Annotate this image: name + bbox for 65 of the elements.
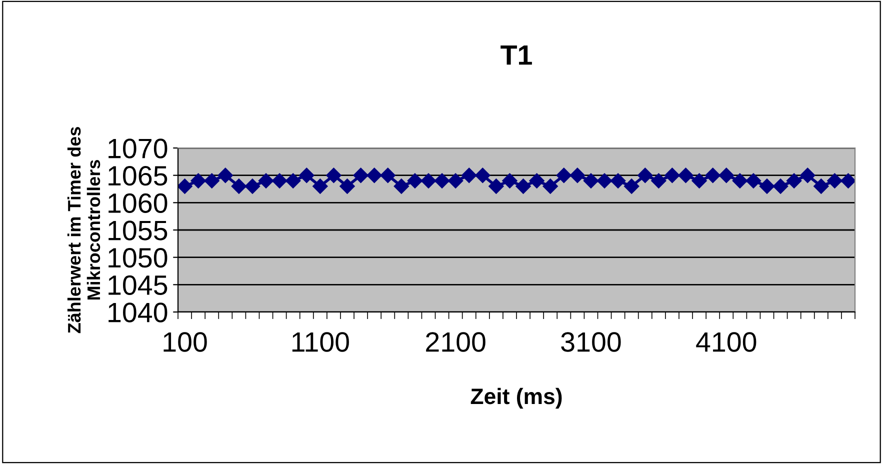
point xyxy=(678,168,694,183)
point xyxy=(272,173,288,188)
point xyxy=(286,173,301,188)
point xyxy=(800,168,816,183)
point xyxy=(420,173,436,188)
point xyxy=(814,178,829,194)
point xyxy=(448,173,464,188)
point xyxy=(299,168,314,183)
point xyxy=(664,168,680,183)
point xyxy=(651,173,666,188)
y-tick-label: 1045 xyxy=(108,275,168,296)
point xyxy=(434,173,450,188)
point xyxy=(692,173,707,188)
y-axis-title: Zählerwert im Timer des Mikrocontrollers xyxy=(67,127,100,334)
point xyxy=(462,168,477,183)
point xyxy=(732,173,748,188)
point xyxy=(326,168,342,183)
point xyxy=(746,173,762,188)
y-tick-label: 1055 xyxy=(108,220,168,240)
point xyxy=(638,168,653,183)
point xyxy=(190,173,206,188)
point xyxy=(204,173,220,188)
point xyxy=(827,173,842,188)
y-tick-label: 1060 xyxy=(108,193,168,214)
point xyxy=(705,168,720,183)
point xyxy=(258,173,274,188)
point xyxy=(596,173,612,188)
point xyxy=(624,178,640,194)
point xyxy=(475,168,490,183)
x-tick-label: 100 xyxy=(164,332,207,352)
point xyxy=(380,168,396,183)
point xyxy=(178,178,192,194)
x-axis-title: Zeit (ms) xyxy=(470,388,562,409)
x-tick-label: 4100 xyxy=(696,332,756,352)
chart-title: T1 xyxy=(500,46,532,65)
x-tick-label: 1100 xyxy=(292,332,349,352)
point xyxy=(786,173,802,188)
point xyxy=(502,173,518,188)
point xyxy=(218,168,233,183)
point xyxy=(556,168,572,183)
point xyxy=(488,178,504,194)
point xyxy=(394,178,409,194)
point xyxy=(718,168,734,183)
point xyxy=(583,173,599,188)
point xyxy=(570,168,585,183)
x-tick-label: 3100 xyxy=(561,332,621,352)
point xyxy=(529,173,544,188)
point xyxy=(759,178,775,194)
point xyxy=(312,178,328,194)
point xyxy=(610,173,626,188)
point xyxy=(772,178,788,194)
y-tick-label: 1065 xyxy=(108,166,168,186)
point xyxy=(231,178,246,194)
y-tick-label: 1040 xyxy=(108,302,168,322)
point xyxy=(366,168,382,183)
point xyxy=(516,178,531,194)
point xyxy=(244,178,260,194)
y-tick-label: 1070 xyxy=(108,138,168,158)
x-tick-label: 2100 xyxy=(426,332,486,352)
point xyxy=(340,178,355,194)
point xyxy=(840,173,855,188)
point xyxy=(353,168,368,183)
point xyxy=(542,178,558,194)
point xyxy=(407,173,423,188)
y-tick-label: 1050 xyxy=(108,248,168,268)
